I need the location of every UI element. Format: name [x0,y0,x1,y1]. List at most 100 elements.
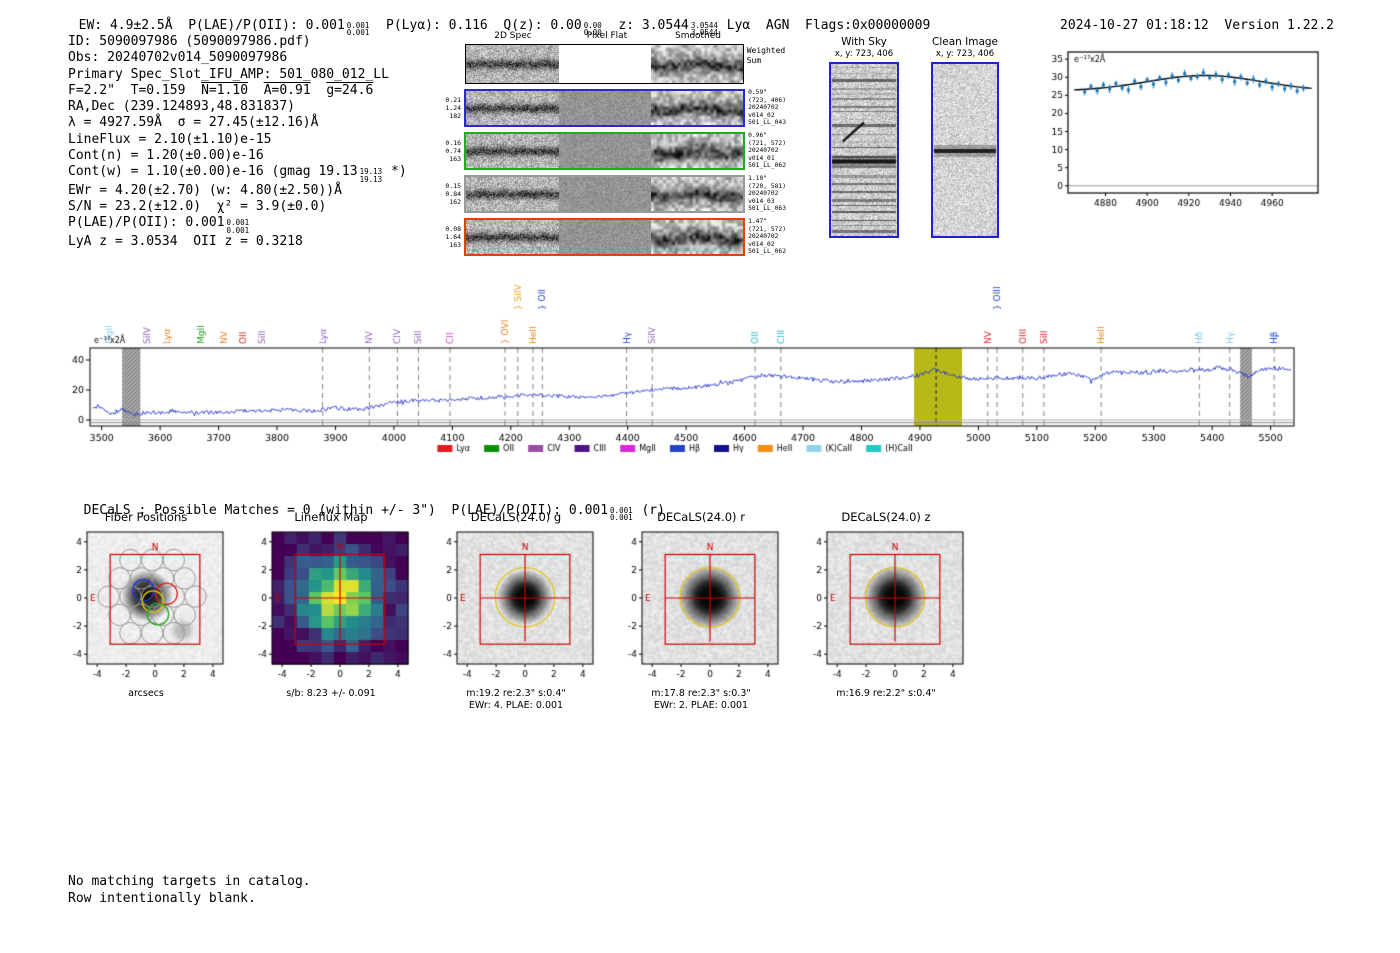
cutout-title: Fiber Positions [104,510,188,524]
spec2d-row-right-labels: 0.59" (723, 406) 20240702 v014_02 501_LL_043 [748,89,786,127]
detection-info-block: ID: 5090097986 (5090097986.pdf) Obs: 2024… [68,34,407,250]
info-line: S/N = 23.2(±12.0) χ² = 3.9(±0.0) [68,199,327,215]
cutout-caption-1: arcsecs [128,688,164,699]
info-line: LyA z = 3.0534 OII z = 0.3218 [68,233,303,249]
smoothed-strip [651,134,744,168]
cutout-title: DECaLS(24.0) g [470,510,562,524]
info-line: Cont(n) = 1.20(±0.00)e-16 [68,148,264,164]
spec2d-row-right-labels: Weighted Sum [746,46,786,65]
spec2d-strip-group [464,218,746,256]
z-value: z: 3.0544 [602,18,689,33]
info-line: ID: 5090097986 (5090097986.pdf) [68,34,311,49]
spec2d-row-right-labels: 0.96" (721, 572) 20240702 v014_01 501_LL_062 [748,132,786,170]
decals-match-band: (r) [633,502,665,518]
cutout-lineflux: Lineflux Map s/b: 8.23 +/- 0.091 [240,510,422,700]
smoothed-strip [651,177,744,211]
info-line: LineFlux = 2.10(±1.10)e-15 [68,131,272,147]
decals-plae-stacked: 0.001 0.001 [610,505,633,522]
info-line: EWr = 4.20(±2.70) (w: 4.80(±2.50))Å [68,182,342,198]
spec2d-row-left-labels: 0.15 0.84 162 [445,182,462,206]
spec2d-row: 0.15 0.84 162 1.10" (720, 581) 20240702 v014_0… [441,175,793,213]
col-header-2d-spec: 2D Spec [494,31,532,41]
cutout-canvas-lineflux [245,526,417,684]
spec2d-row-left-labels: 0.16 0.74 163 [445,139,462,163]
info-line: Obs: 20240702v014_5090097986 [68,50,288,66]
qz-value: Q(z): 0.00 [503,18,582,33]
spec2d-row-left-labels [441,44,465,84]
spec2d-strip-group [464,44,744,84]
cutout-canvas-decals_r [615,526,787,684]
cutout-fiber: Fiber Positions arcsecs [55,510,237,700]
decals-match-text: DECaLS : Possible Matches = 0 (within +/… [83,502,609,518]
info-line: Cont(w) = 1.10(±0.00)e-16 (gmag 19.13 19.… [68,164,407,184]
stacked-value: 0.001 0.001 [226,218,250,235]
withsky-panel: With Sky x, y: 723, 406 [824,36,904,242]
emission-line-fit-plot [1030,44,1330,219]
spec2d-row: 0.16 0.74 163 0.96" (721, 572) 20240702 v014_0… [441,132,793,170]
plya-value: P(Lyα): 0.116 [370,18,504,33]
cutout-decals_g: DECaLS(24.0) g m:19.2 re:2.3" s:0.4" EWr: … [425,510,607,711]
info-line: P(LAE)/P(OII): 0.001 0.001 0.001 [68,215,250,235]
spec2d-headers: 2D Spec Pixel Flat Smoothed [441,31,793,43]
ew-value: EW: 4.9±2.5Å [78,18,189,33]
cutout-row: Fiber Positions arcsecs Lineflux Map s/b: 8… [0,510,1400,740]
cutout-caption-1: m:17.8 re:2.3" s:0.3" [651,688,751,699]
spec2d-rows: Weighted Sum 0.21 1.24 182 0.59" (723, 406) 202… [441,44,793,261]
clean-coords: x, y: 723, 406 [935,49,995,59]
z-stacked-errors: 3.0544 3.0544 [690,21,718,38]
info-line: Primary Spec_Slot_IFU_AMP: 501_080_012_L… [68,66,389,82]
info-line: F=2.2" T=0.159 N=1.10 A=0.91 g=24.6 [68,82,374,98]
pixel-flat-strip [559,177,652,211]
cutout-caption-1: m:16.9 re:2.2" s:0.4" [836,688,936,699]
col-header-pixel-flat: Pixel Flat [586,31,628,41]
spec2d-strip-group [464,132,746,170]
pixel-flat-blank [558,45,651,83]
qz-stacked-errors: 0.00 0.00 [583,21,602,38]
cutout-canvas-decals_g [430,526,602,684]
cutout-decals_z: DECaLS(24.0) z m:16.9 re:2.2" s:0.4" [795,510,977,700]
clean-title: Clean Image [931,36,999,48]
cutout-caption-2: EWr: 2. PLAE: 0.001 [653,699,749,711]
cutout-caption-1: s/b: 8.23 +/- 0.091 [286,688,376,699]
cutout-title: Lineflux Map [294,510,368,524]
cutout-title: DECaLS(24.0) z [841,510,931,524]
footer-line-1: No matching targets in catalog. [68,874,311,889]
spec2d-row-right-labels: 1.47" (721, 572) 20240702 v014_02 501_LL_062 [748,218,786,256]
spec2d-strip-group [464,89,746,127]
smoothed-strip [650,45,743,83]
clean-image-panel: Clean Image x, y: 723, 406 [922,36,1008,242]
plae-value: P(LAE)/P(OII): 0.001 [188,18,345,33]
footer-note: No matching targets in catalog. Row inte… [68,874,311,907]
spec2d-row-right-labels: 1.10" (720, 581) 20240702 v014_03 501_LL_063 [748,175,786,213]
spec2d-2d-strip [466,177,560,211]
spec2d-row: 0.08 1.64 163 1.47" (721, 572) 20240702 v014_0… [441,218,793,256]
spec2d-row-left-labels: 0.21 1.24 182 [445,96,462,120]
info-line: λ = 4927.59Å σ = 27.45(±12.16)Å [68,115,319,131]
withsky-coords: x, y: 723, 406 [834,49,894,59]
decals-match-line: DECaLS : Possible Matches = 0 (within +/… [68,486,665,522]
report-datetime: 2024-10-27 01:18:12 [1060,18,1209,33]
footer-line-2: Row intentionally blank. [68,890,256,906]
withsky-image [829,62,899,238]
cutout-title: DECaLS(24.0) r [657,510,745,524]
pixel-flat-strip [559,134,652,168]
smoothed-strip [651,91,744,125]
cutout-decals_r: DECaLS(24.0) r m:17.8 re:2.3" s:0.3" EWr: … [610,510,792,711]
report-version: Version 1.22.2 [1224,18,1334,33]
pixel-flat-strip [559,91,652,125]
cutout-caption-2: EWr: 4. PLAE: 0.001 [468,699,564,711]
cutout-canvas-decals_z [800,526,972,684]
spec2d-2d-strip [465,45,559,83]
pixel-flat-strip [559,220,652,254]
header-line: EW: 4.9±2.5Å P(LAE)/P(OII): 0.001 0.001 0.… [63,3,931,38]
spec2d-2d-strip [466,220,560,254]
col-header-smoothed: Smoothed [675,31,721,41]
spec2d-2d-strip [466,134,560,168]
full-spectrum-plot [62,276,1302,454]
cutout-canvas-fiber [60,526,232,684]
cutout-caption-1: m:19.2 re:2.3" s:0.4" [466,688,566,699]
plae-stacked-errors: 0.001 0.001 [346,21,370,38]
clean-image [931,62,999,238]
spec2d-row-left-labels: 0.08 1.64 163 [445,225,462,249]
z-classification: Lyα AGN Flags:0x00000009 [718,18,931,33]
